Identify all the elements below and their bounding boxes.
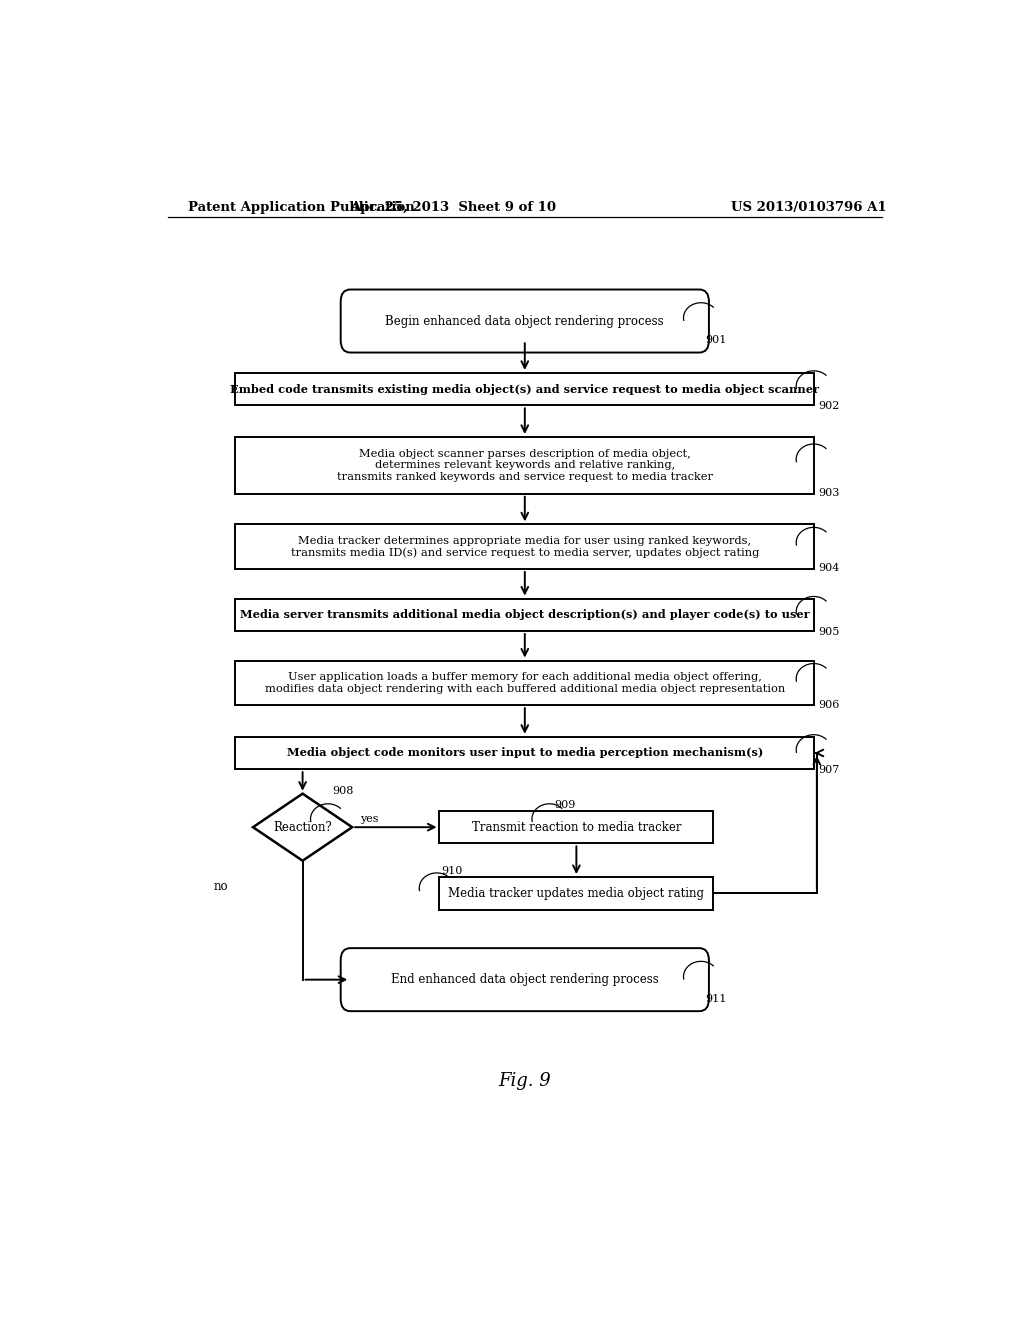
Text: 904: 904	[818, 564, 840, 573]
Text: 906: 906	[818, 700, 840, 710]
Text: Media tracker updates media object rating: Media tracker updates media object ratin…	[449, 887, 705, 900]
Bar	[439, 876, 714, 909]
Text: Reaction?: Reaction?	[273, 821, 332, 834]
Text: 909: 909	[554, 800, 575, 810]
Text: 907: 907	[818, 766, 840, 775]
Text: Media object scanner parses description of media object,
determines relevant key: Media object scanner parses description …	[337, 449, 713, 482]
Text: End enhanced data object rendering process: End enhanced data object rendering proce…	[391, 973, 658, 986]
Bar	[236, 660, 814, 705]
Text: 910: 910	[441, 866, 463, 876]
Text: Apr. 25, 2013  Sheet 9 of 10: Apr. 25, 2013 Sheet 9 of 10	[350, 201, 556, 214]
Text: no: no	[214, 879, 228, 892]
Bar	[236, 437, 814, 494]
Bar	[236, 598, 814, 631]
Text: 903: 903	[818, 488, 840, 498]
Polygon shape	[253, 793, 352, 861]
Text: Media server transmits additional media object description(s) and player code(s): Media server transmits additional media …	[240, 610, 810, 620]
FancyBboxPatch shape	[341, 289, 709, 352]
Text: yes: yes	[360, 814, 379, 824]
Text: Media tracker determines appropriate media for user using ranked keywords,
trans: Media tracker determines appropriate med…	[291, 536, 759, 558]
Text: US 2013/0103796 A1: US 2013/0103796 A1	[731, 201, 887, 214]
Text: Begin enhanced data object rendering process: Begin enhanced data object rendering pro…	[385, 314, 665, 327]
Text: 902: 902	[818, 401, 840, 412]
FancyBboxPatch shape	[341, 948, 709, 1011]
Text: Media object code monitors user input to media perception mechanism(s): Media object code monitors user input to…	[287, 747, 763, 759]
Text: User application loads a buffer memory for each additional media object offering: User application loads a buffer memory f…	[264, 672, 785, 694]
Bar	[236, 524, 814, 569]
Bar	[439, 810, 714, 843]
Text: 911: 911	[706, 994, 727, 1005]
Text: 908: 908	[333, 785, 354, 796]
Text: Transmit reaction to media tracker: Transmit reaction to media tracker	[472, 821, 681, 834]
Text: 905: 905	[818, 627, 840, 638]
Bar	[236, 737, 814, 770]
Text: Fig. 9: Fig. 9	[499, 1072, 551, 1090]
Text: 901: 901	[706, 335, 727, 346]
Text: Embed code transmits existing media object(s) and service request to media objec: Embed code transmits existing media obje…	[230, 384, 819, 395]
Bar	[236, 372, 814, 405]
Text: Patent Application Publication: Patent Application Publication	[187, 201, 415, 214]
